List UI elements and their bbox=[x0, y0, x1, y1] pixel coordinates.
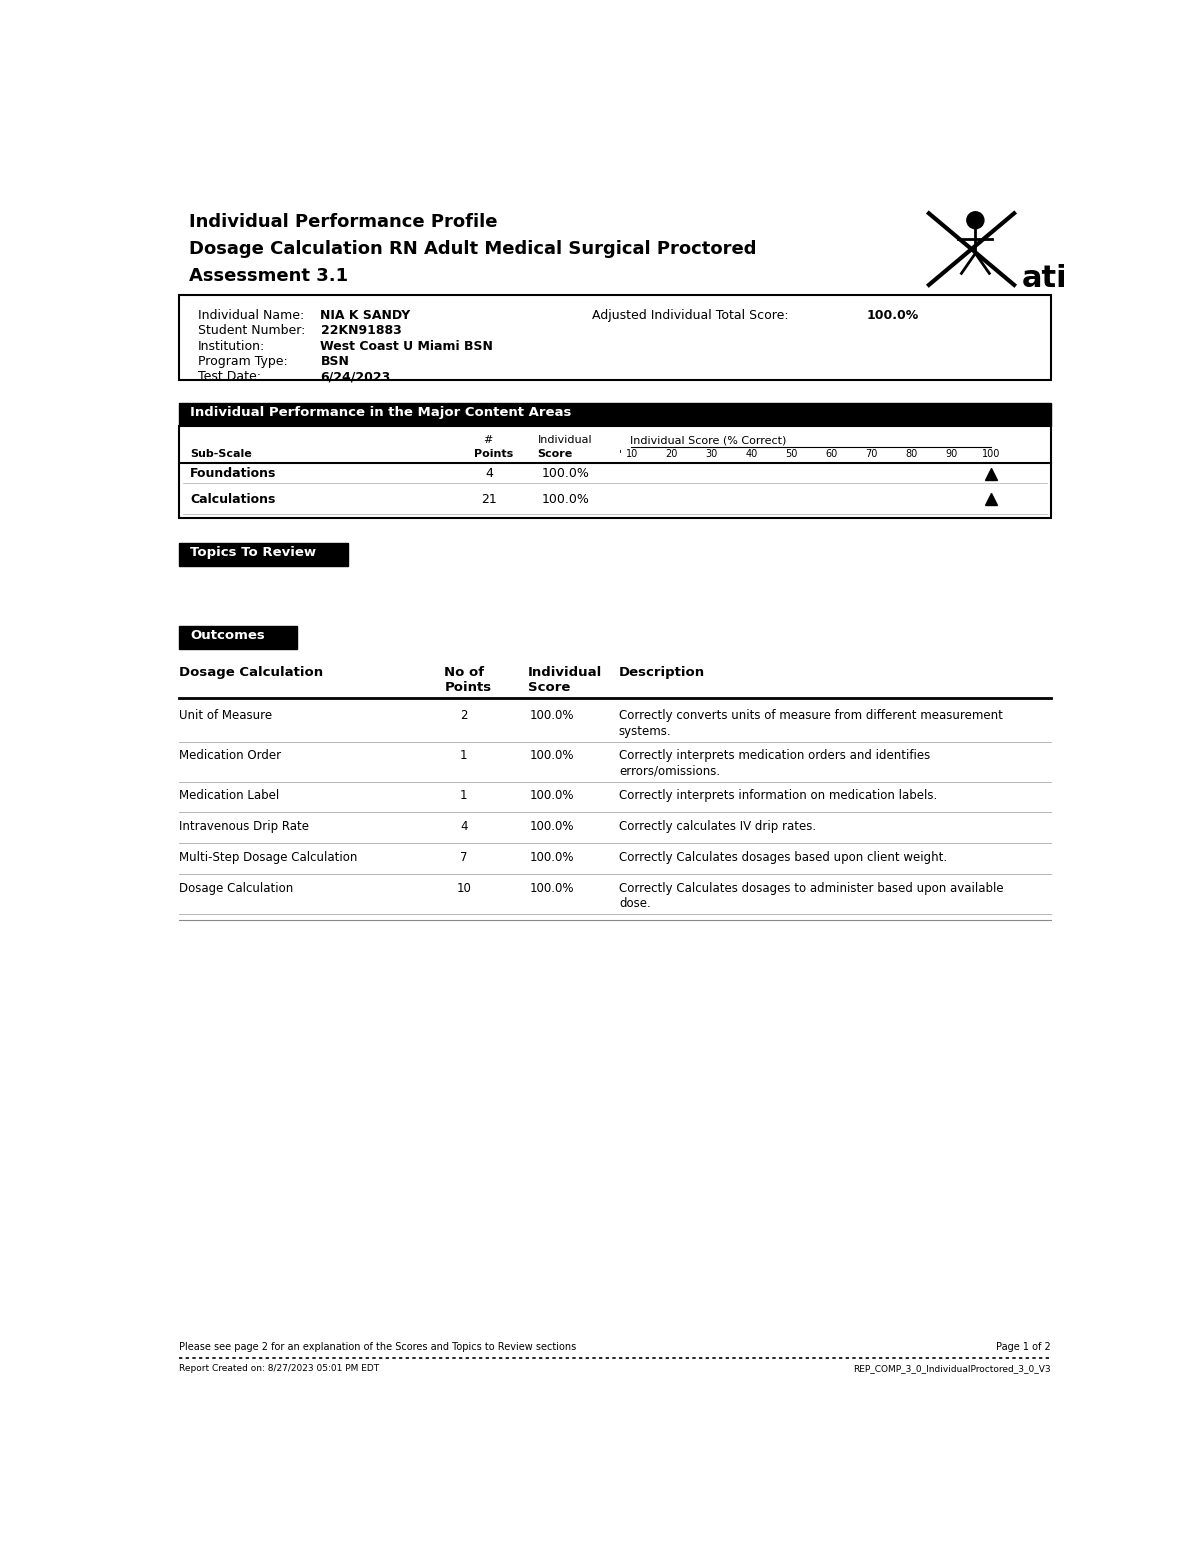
Text: Points: Points bbox=[474, 449, 514, 460]
Text: Individual Performance in the Major Content Areas: Individual Performance in the Major Cont… bbox=[191, 405, 571, 419]
Text: 100.0%: 100.0% bbox=[529, 851, 574, 863]
Text: 4: 4 bbox=[460, 820, 468, 832]
Text: Please see page 2 for an explanation of the Scores and Topics to Review sections: Please see page 2 for an explanation of … bbox=[180, 1342, 577, 1353]
Text: 100.0%: 100.0% bbox=[529, 820, 574, 832]
Text: 100.0%: 100.0% bbox=[866, 309, 919, 321]
Text: REP_COMP_3_0_IndividualProctored_3_0_V3: REP_COMP_3_0_IndividualProctored_3_0_V3 bbox=[853, 1364, 1050, 1373]
Bar bbox=[180, 426, 1050, 519]
Text: 40: 40 bbox=[745, 449, 757, 460]
Text: Outcomes: Outcomes bbox=[191, 629, 265, 641]
Text: errors/omissions.: errors/omissions. bbox=[619, 764, 720, 778]
Text: Correctly calculates IV drip rates.: Correctly calculates IV drip rates. bbox=[619, 820, 816, 832]
Text: 30: 30 bbox=[706, 449, 718, 460]
Text: Report Created on: 8/27/2023 05:01 PM EDT: Report Created on: 8/27/2023 05:01 PM ED… bbox=[180, 1364, 379, 1373]
Text: 60: 60 bbox=[826, 449, 838, 460]
Text: 1: 1 bbox=[460, 789, 468, 803]
Text: Correctly interprets medication orders and identifies: Correctly interprets medication orders a… bbox=[619, 749, 930, 763]
Text: 80: 80 bbox=[905, 449, 917, 460]
Text: Student Number:: Student Number: bbox=[198, 325, 306, 337]
Text: Description: Description bbox=[619, 666, 706, 679]
Text: 10: 10 bbox=[626, 449, 638, 460]
Text: ati: ati bbox=[1022, 264, 1068, 294]
Text: systems.: systems. bbox=[619, 725, 672, 738]
Text: Calculations: Calculations bbox=[191, 492, 276, 506]
Text: West Coast U Miami BSN: West Coast U Miami BSN bbox=[320, 340, 493, 353]
Text: 20: 20 bbox=[666, 449, 678, 460]
Text: 4: 4 bbox=[486, 467, 493, 480]
Text: 100.0%: 100.0% bbox=[541, 467, 589, 480]
Text: Page 1 of 2: Page 1 of 2 bbox=[996, 1342, 1050, 1353]
Text: Medication Order: Medication Order bbox=[180, 749, 282, 763]
Text: Intravenous Drip Rate: Intravenous Drip Rate bbox=[180, 820, 310, 832]
Text: 100.0%: 100.0% bbox=[529, 710, 574, 722]
Text: BSN: BSN bbox=[320, 356, 349, 368]
Bar bbox=[180, 402, 1050, 426]
Text: 1: 1 bbox=[460, 749, 468, 763]
Text: Score: Score bbox=[538, 449, 572, 460]
Text: Assessment 3.1: Assessment 3.1 bbox=[188, 267, 348, 286]
Text: Multi-Step Dosage Calculation: Multi-Step Dosage Calculation bbox=[180, 851, 358, 863]
Text: 100.0%: 100.0% bbox=[541, 492, 589, 506]
Text: 100: 100 bbox=[982, 449, 1000, 460]
Text: Dosage Calculation: Dosage Calculation bbox=[180, 882, 294, 895]
Text: 100.0%: 100.0% bbox=[529, 789, 574, 803]
Text: dose.: dose. bbox=[619, 898, 650, 910]
Text: No of: No of bbox=[444, 666, 485, 679]
Text: 100.0%: 100.0% bbox=[529, 882, 574, 895]
Bar bbox=[180, 626, 298, 649]
Text: 22KN91883: 22KN91883 bbox=[320, 325, 401, 337]
Text: Unit of Measure: Unit of Measure bbox=[180, 710, 272, 722]
Text: 100.0%: 100.0% bbox=[529, 749, 574, 763]
Text: Topics To Review: Topics To Review bbox=[191, 547, 317, 559]
Text: 90: 90 bbox=[944, 449, 958, 460]
Text: Institution:: Institution: bbox=[198, 340, 265, 353]
Text: Test Date:: Test Date: bbox=[198, 370, 262, 384]
Text: Score: Score bbox=[528, 682, 570, 694]
Text: Dosage Calculation: Dosage Calculation bbox=[180, 666, 324, 679]
Text: Individual: Individual bbox=[528, 666, 602, 679]
Text: 50: 50 bbox=[785, 449, 798, 460]
Circle shape bbox=[967, 211, 984, 228]
Text: 6/24/2023: 6/24/2023 bbox=[320, 370, 391, 384]
Text: Dosage Calculation RN Adult Medical Surgical Proctored: Dosage Calculation RN Adult Medical Surg… bbox=[188, 241, 756, 258]
Text: 21: 21 bbox=[481, 492, 497, 506]
Text: Correctly interprets information on medication labels.: Correctly interprets information on medi… bbox=[619, 789, 937, 803]
Text: #: # bbox=[484, 435, 493, 446]
Text: Individual Score (% Correct): Individual Score (% Correct) bbox=[630, 435, 787, 446]
Text: Sub-Scale: Sub-Scale bbox=[191, 449, 252, 460]
Bar bbox=[180, 295, 1050, 379]
Text: Correctly Calculates dosages based upon client weight.: Correctly Calculates dosages based upon … bbox=[619, 851, 947, 863]
Text: 70: 70 bbox=[865, 449, 877, 460]
Text: Individual: Individual bbox=[538, 435, 592, 446]
Text: Program Type:: Program Type: bbox=[198, 356, 288, 368]
Text: Correctly Calculates dosages to administer based upon available: Correctly Calculates dosages to administ… bbox=[619, 882, 1003, 895]
Text: 10: 10 bbox=[456, 882, 472, 895]
Text: Correctly converts units of measure from different measurement: Correctly converts units of measure from… bbox=[619, 710, 1003, 722]
Text: Individual Performance Profile: Individual Performance Profile bbox=[188, 213, 497, 231]
Text: Medication Label: Medication Label bbox=[180, 789, 280, 803]
Text: Points: Points bbox=[444, 682, 492, 694]
Text: ': ' bbox=[619, 449, 622, 460]
Text: NIA K SANDY: NIA K SANDY bbox=[320, 309, 410, 321]
Text: Foundations: Foundations bbox=[191, 467, 277, 480]
Text: Individual Name:: Individual Name: bbox=[198, 309, 305, 321]
Text: Adjusted Individual Total Score:: Adjusted Individual Total Score: bbox=[592, 309, 788, 321]
Text: 7: 7 bbox=[460, 851, 468, 863]
Text: 2: 2 bbox=[460, 710, 468, 722]
Bar bbox=[180, 544, 348, 565]
